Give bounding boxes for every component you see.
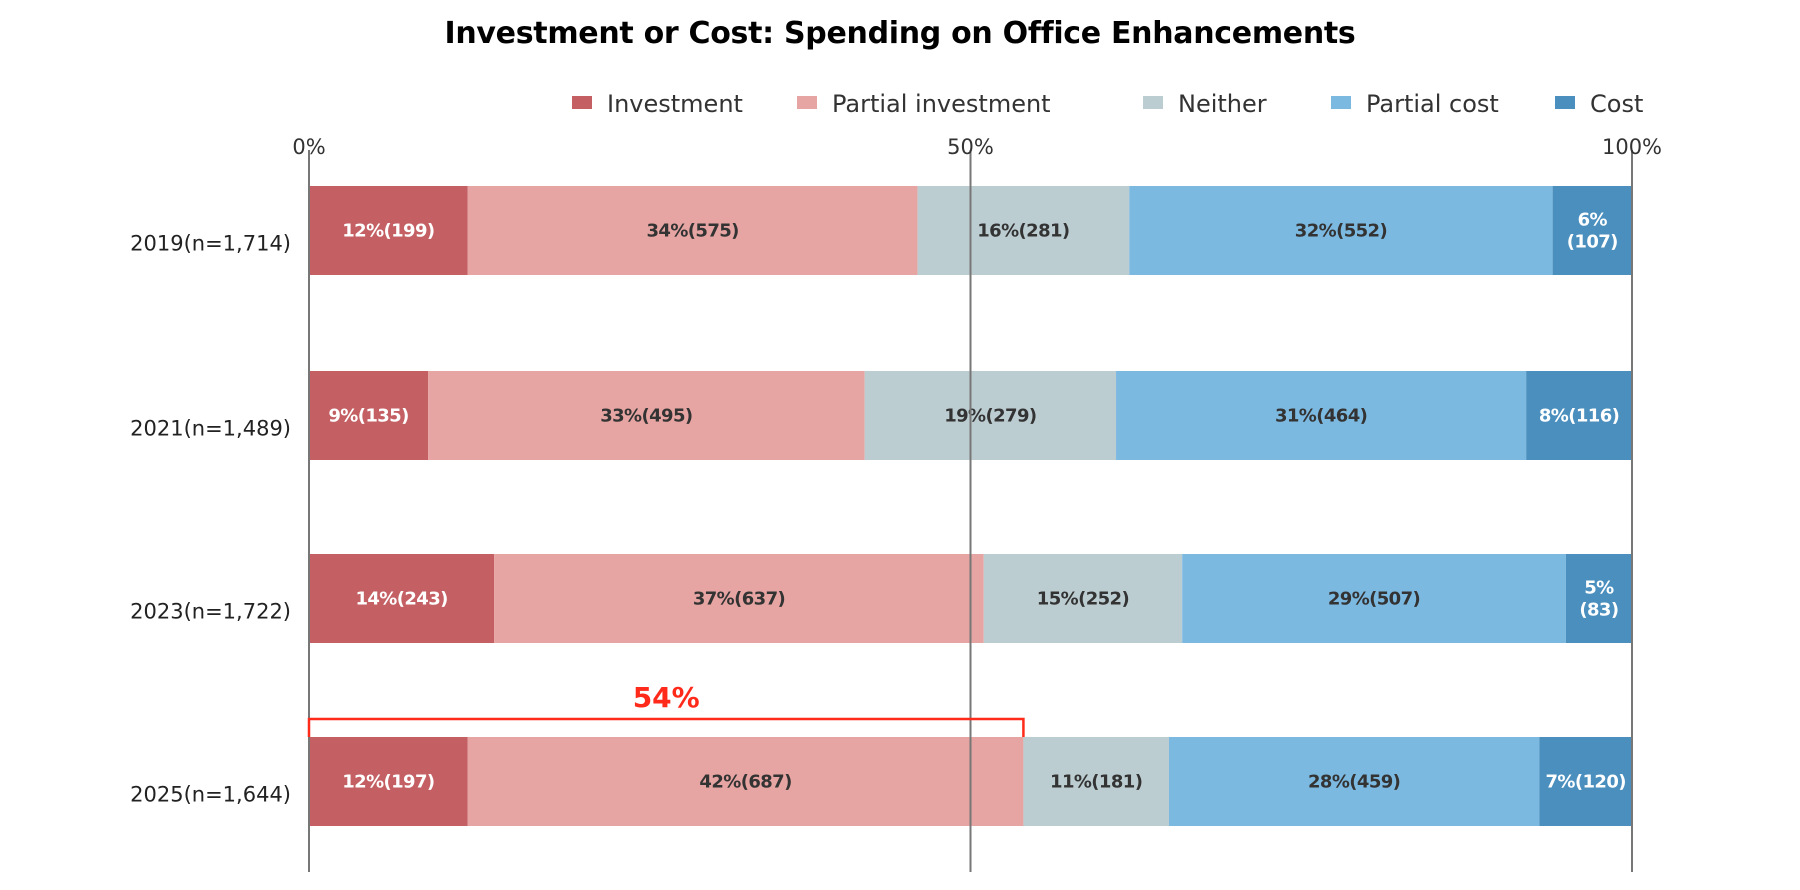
data-label: 32%(552) [1295,221,1387,242]
bar-segment-cost [1526,371,1632,460]
axis-layer: 0% 50% 100% [292,135,1662,872]
bar-segment-neither [1023,737,1169,826]
data-label: 29%(507) [1328,589,1420,610]
legend-label: Cost [1590,90,1643,118]
bar-segment-partial-investment [428,371,865,460]
data-label: 42%(687) [699,772,791,793]
bars-layer: 12%(199) 34%(575) 16%(281) 32%(552) 6% (107) 9… [309,186,1632,826]
chart-title: Investment or Cost: Spending on Office E… [444,16,1356,51]
bar-segment-cost [1565,554,1632,643]
category-label: 2019(n=1,714) [130,232,291,256]
data-label: 34%(575) [647,221,739,242]
legend-swatch [797,96,817,109]
x-tick-label: 0% [292,135,325,159]
bar-segment-neither [864,371,1117,460]
legend-swatch [572,96,592,109]
legend-swatch [1143,96,1163,109]
data-label: 15%(252) [1037,589,1129,610]
data-label: 12%(199) [342,221,434,242]
bar-segment-investment [309,737,468,826]
data-label: 6% (107) [1567,210,1618,253]
legend-label: Partial cost [1366,90,1499,118]
bar-segment-investment [309,186,468,275]
bar-segment-neither [917,186,1130,275]
legend: Investment Partial investment Neither Parti… [572,90,1643,118]
data-label: 14%(243) [355,589,447,610]
bar-segment-partial-cost [1116,371,1527,460]
bar-segment-partial-cost [1182,554,1566,643]
bar-segment-partial-cost [1129,186,1553,275]
data-label: 31%(464) [1275,406,1367,427]
category-label: 2023(n=1,722) [130,600,291,624]
bar-segment-cost [1552,186,1632,275]
bar-segment-partial-investment [467,737,1024,826]
data-label: 19%(279) [944,406,1036,427]
x-tick-label: 50% [947,135,994,159]
annotation-label: 54% [633,681,700,714]
category-label: 2021(n=1,489) [130,417,291,441]
data-label: 9%(135) [328,406,408,427]
bar-segment-cost [1539,737,1632,826]
data-label: 8%(116) [1539,406,1619,427]
data-label: 5% (83) [1579,578,1618,621]
category-label: 2025(n=1,644) [130,783,291,807]
legend-swatch [1331,96,1351,109]
annotations: 54% [307,681,1025,737]
legend-label: Partial investment [832,90,1051,118]
bar-segment-partial-investment [467,186,918,275]
category-labels: 2019(n=1,714) 2021(n=1,489) 2023(n=1,722) 2… [130,232,291,807]
bar-segment-partial-investment [494,554,984,643]
bar-segment-investment [309,371,429,460]
data-label: 28%(459) [1308,772,1400,793]
annotation-bracket [307,717,1025,737]
legend-label: Neither [1178,90,1267,118]
legend-label: Investment [607,90,743,118]
legend-swatch [1555,96,1575,109]
data-label: 33%(495) [600,406,692,427]
bar-segment-neither [983,554,1183,643]
bar-segment-partial-cost [1168,737,1540,826]
data-label: 12%(197) [342,772,434,793]
data-label: 7%(120) [1545,772,1625,793]
x-tick-label: 100% [1602,135,1662,159]
bar-segment-investment [309,554,495,643]
data-label: 11%(181) [1050,772,1142,793]
data-label: 16%(281) [977,221,1069,242]
data-label: 37%(637) [693,589,785,610]
